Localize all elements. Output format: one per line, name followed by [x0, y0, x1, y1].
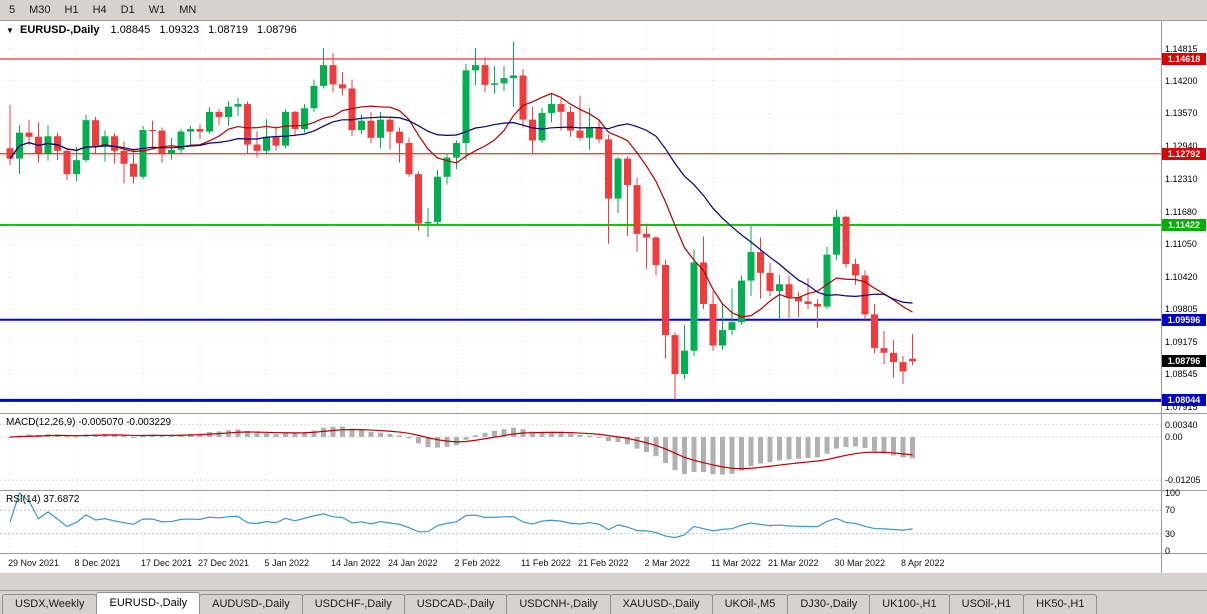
- chart-tab-usdx-weekly[interactable]: USDX,Weekly: [2, 594, 98, 614]
- date-axis-label: 8 Dec 2021: [74, 558, 121, 568]
- chart-window[interactable]: ▼ EURUSD-,Daily 1.08845 1.09323 1.08719 …: [0, 21, 1207, 573]
- timeframe-button-5[interactable]: 5: [9, 4, 16, 16]
- date-axis-label: 21 Mar 2022: [768, 558, 819, 568]
- price-axis-label: 0.00: [1165, 431, 1183, 442]
- date-axis-label: 29 Nov 2021: [8, 558, 60, 568]
- chart-tab-ukoil-m5[interactable]: UKOil-,M5: [711, 594, 789, 614]
- price-axis-label: 1.11680: [1165, 206, 1197, 217]
- price-axis-label: 0.00340: [1165, 419, 1198, 430]
- timeframe-bar: 5 M30 H1 H4 D1 W1 MN: [0, 3, 203, 17]
- price-axis-label: 1.12310: [1165, 173, 1198, 184]
- hline-price-label: 1.08044: [1162, 394, 1206, 407]
- chart-collapse-icon[interactable]: ▼: [6, 26, 14, 35]
- timeframe-button-m30[interactable]: M30: [29, 4, 51, 16]
- macd-canvas: [0, 414, 1161, 490]
- price-axis-label: 1.11050: [1165, 239, 1197, 250]
- ohlc-open: 1.08845: [110, 24, 151, 36]
- date-axis-label: 5 Jan 2022: [264, 558, 310, 568]
- price-axis-label: 30: [1165, 528, 1176, 539]
- rsi-pane[interactable]: [0, 491, 1161, 553]
- macd-pane[interactable]: [0, 414, 1161, 490]
- price-axis-label: 100: [1165, 488, 1181, 498]
- date-axis-label: 21 Feb 2022: [578, 558, 629, 568]
- chart-tab-hk50-h1[interactable]: HK50-,H1: [1023, 594, 1098, 614]
- timeframe-button-h4[interactable]: H4: [92, 4, 107, 16]
- chart-tabbar: USDX,Weekly EURUSD-,Daily AUDUSD-,Daily USD…: [0, 590, 1207, 614]
- price-axis-label: 1.09175: [1165, 336, 1198, 347]
- price-axis-label: -0.01205: [1165, 475, 1201, 486]
- chart-header: ▼ EURUSD-,Daily 1.08845 1.09323 1.08719 …: [6, 24, 303, 36]
- timeframe-button-d1[interactable]: D1: [120, 4, 135, 16]
- date-axis-label: 17 Dec 2021: [141, 558, 193, 568]
- ohlc-low: 1.08719: [208, 24, 248, 36]
- timeframe-button-w1[interactable]: W1: [148, 4, 166, 16]
- chart-tab-usoil-h1[interactable]: USOil-,H1: [948, 594, 1025, 614]
- hline-price-label: 1.11422: [1162, 218, 1206, 231]
- toolbar: 5 M30 H1 H4 D1 W1 MN: [0, 0, 1207, 21]
- timeframe-button-mn[interactable]: MN: [179, 4, 197, 16]
- price-axis-label: 1.14815: [1165, 43, 1198, 54]
- date-axis-label: 11 Feb 2022: [521, 558, 571, 568]
- date-axis-label: 11 Mar 2022: [711, 558, 761, 568]
- pane-separator[interactable]: [0, 413, 1207, 414]
- chart-tab-usdcnh-daily[interactable]: USDCNH-,Daily: [506, 594, 611, 614]
- price-axis-label: 1.08545: [1165, 369, 1198, 380]
- price-axis-label: 1.09805: [1165, 303, 1198, 314]
- chart-tab-audusd-daily[interactable]: AUDUSD-,Daily: [199, 594, 303, 614]
- chart-tab-dj30-daily[interactable]: DJ30-,Daily: [787, 594, 871, 614]
- main-price-pane[interactable]: [0, 21, 1161, 413]
- price-axis-label: 1.14200: [1165, 75, 1198, 86]
- current-price-label: 1.08796: [1162, 355, 1206, 368]
- date-axis-label: 2 Feb 2022: [454, 558, 501, 568]
- chart-tab-xauusd-daily[interactable]: XAUUSD-,Daily: [609, 594, 713, 614]
- chart-tab-uk100-h1[interactable]: UK100-,H1: [869, 594, 950, 614]
- hline-price-label: 1.12792: [1162, 147, 1206, 160]
- chart-tab-eurusd-daily[interactable]: EURUSD-,Daily: [96, 592, 201, 614]
- chart-tab-usdcad-daily[interactable]: USDCAD-,Daily: [403, 594, 508, 614]
- price-axis-label: 1.07915: [1165, 402, 1198, 413]
- macd-label: MACD(12,26,9) -0.005070 -0.003229: [6, 417, 172, 428]
- price-axis-label: 1.10420: [1165, 271, 1198, 282]
- chart-symbol-label: EURUSD-,Daily: [19, 24, 100, 36]
- date-axis-label: 30 Mar 2022: [834, 558, 886, 568]
- date-axis-label: 2 Mar 2022: [644, 558, 691, 568]
- hline-price-label: 1.14618: [1162, 53, 1206, 65]
- date-axis[interactable]: 29 Nov 2021 8 Dec 2021 17 Dec 2021 27 Dec 2…: [0, 554, 1161, 573]
- rsi-label: RSI(14) 37.6872: [6, 494, 80, 505]
- pane-separator[interactable]: [0, 490, 1207, 491]
- date-axis-label: 14 Jan 2022: [331, 558, 381, 568]
- rsi-canvas: [0, 491, 1161, 553]
- date-axis-label: 24 Jan 2022: [388, 558, 438, 568]
- price-axis-label: 0: [1165, 546, 1171, 556]
- main-chart-canvas: [0, 21, 1161, 413]
- price-axis-label: 1.13570: [1165, 108, 1198, 119]
- price-axis-label: 70: [1165, 505, 1176, 516]
- date-axis-label: 8 Apr 2022: [901, 558, 945, 568]
- price-axis-label: 1.12940: [1165, 141, 1198, 152]
- price-axis-separator: [1161, 21, 1162, 573]
- hline-price-label: 1.09596: [1162, 313, 1206, 326]
- date-axis-label: 27 Dec 2021: [198, 558, 250, 568]
- ohlc-close: 1.08796: [257, 24, 297, 36]
- chart-tab-usdchf-daily[interactable]: USDCHF-,Daily: [301, 594, 405, 614]
- pane-separator: [0, 553, 1207, 554]
- timeframe-button-h1[interactable]: H1: [64, 4, 79, 16]
- ohlc-high: 1.09323: [159, 24, 200, 36]
